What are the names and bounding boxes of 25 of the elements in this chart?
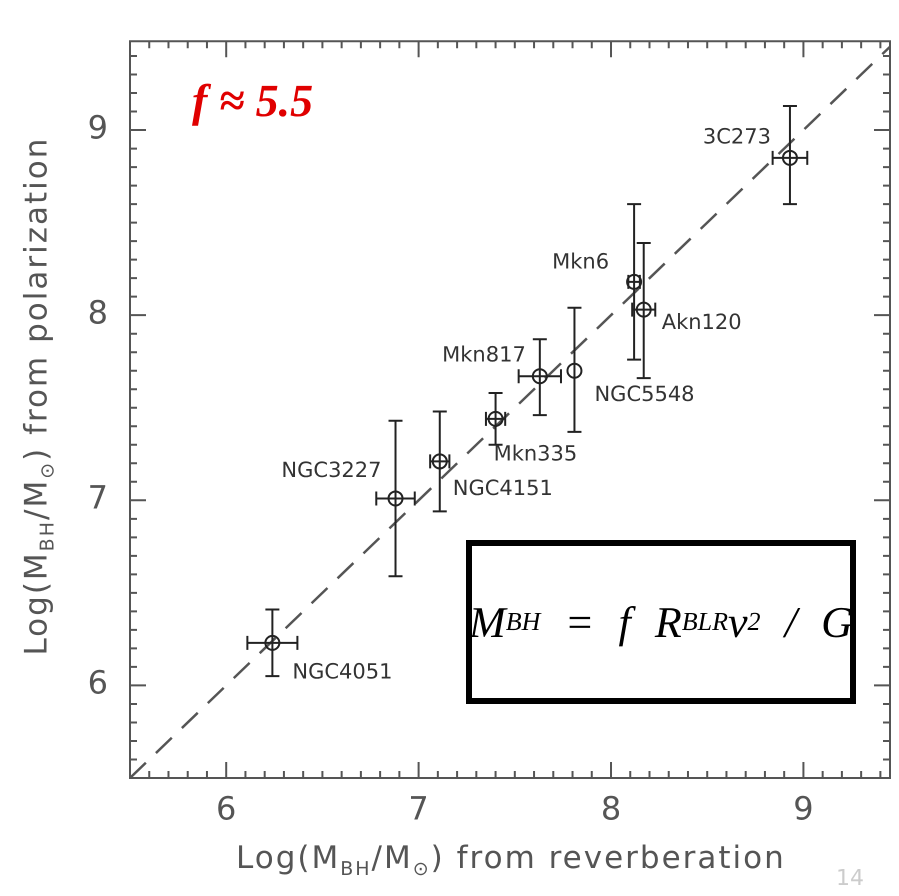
annotation: 3C273 <box>702 124 771 148</box>
annotation: Akn120 <box>662 310 742 334</box>
x-tick-label: 7 <box>408 790 429 828</box>
annotation: f ≈ 5.5 <box>192 74 314 127</box>
y-tick-label: 6 <box>88 664 108 702</box>
y-tick-label: 8 <box>88 294 108 332</box>
x-tick-label: 8 <box>600 790 622 828</box>
y-tick-label: 7 <box>88 478 108 517</box>
y-tick-label: 9 <box>88 108 108 146</box>
point <box>532 368 548 384</box>
point <box>566 362 582 379</box>
point <box>388 490 404 506</box>
x-axis-title: Log(M$_{BH}$/M$_{⊙}$) from reverberation <box>236 840 786 880</box>
annotation: NGC3227 <box>281 458 382 482</box>
x-tick-label: 6 <box>216 790 236 828</box>
annotation: Mkn335 <box>494 441 578 466</box>
annotation: NGC4151 <box>452 476 553 500</box>
annotation: Mkn817 <box>442 342 526 367</box>
point <box>782 150 798 166</box>
point <box>264 634 280 651</box>
annotation: NGC5548 <box>594 382 695 406</box>
annotation: Mkn6 <box>552 249 610 274</box>
x-tick-label: 9 <box>793 790 814 828</box>
point <box>636 302 652 318</box>
annotation: NGC4051 <box>292 659 392 684</box>
